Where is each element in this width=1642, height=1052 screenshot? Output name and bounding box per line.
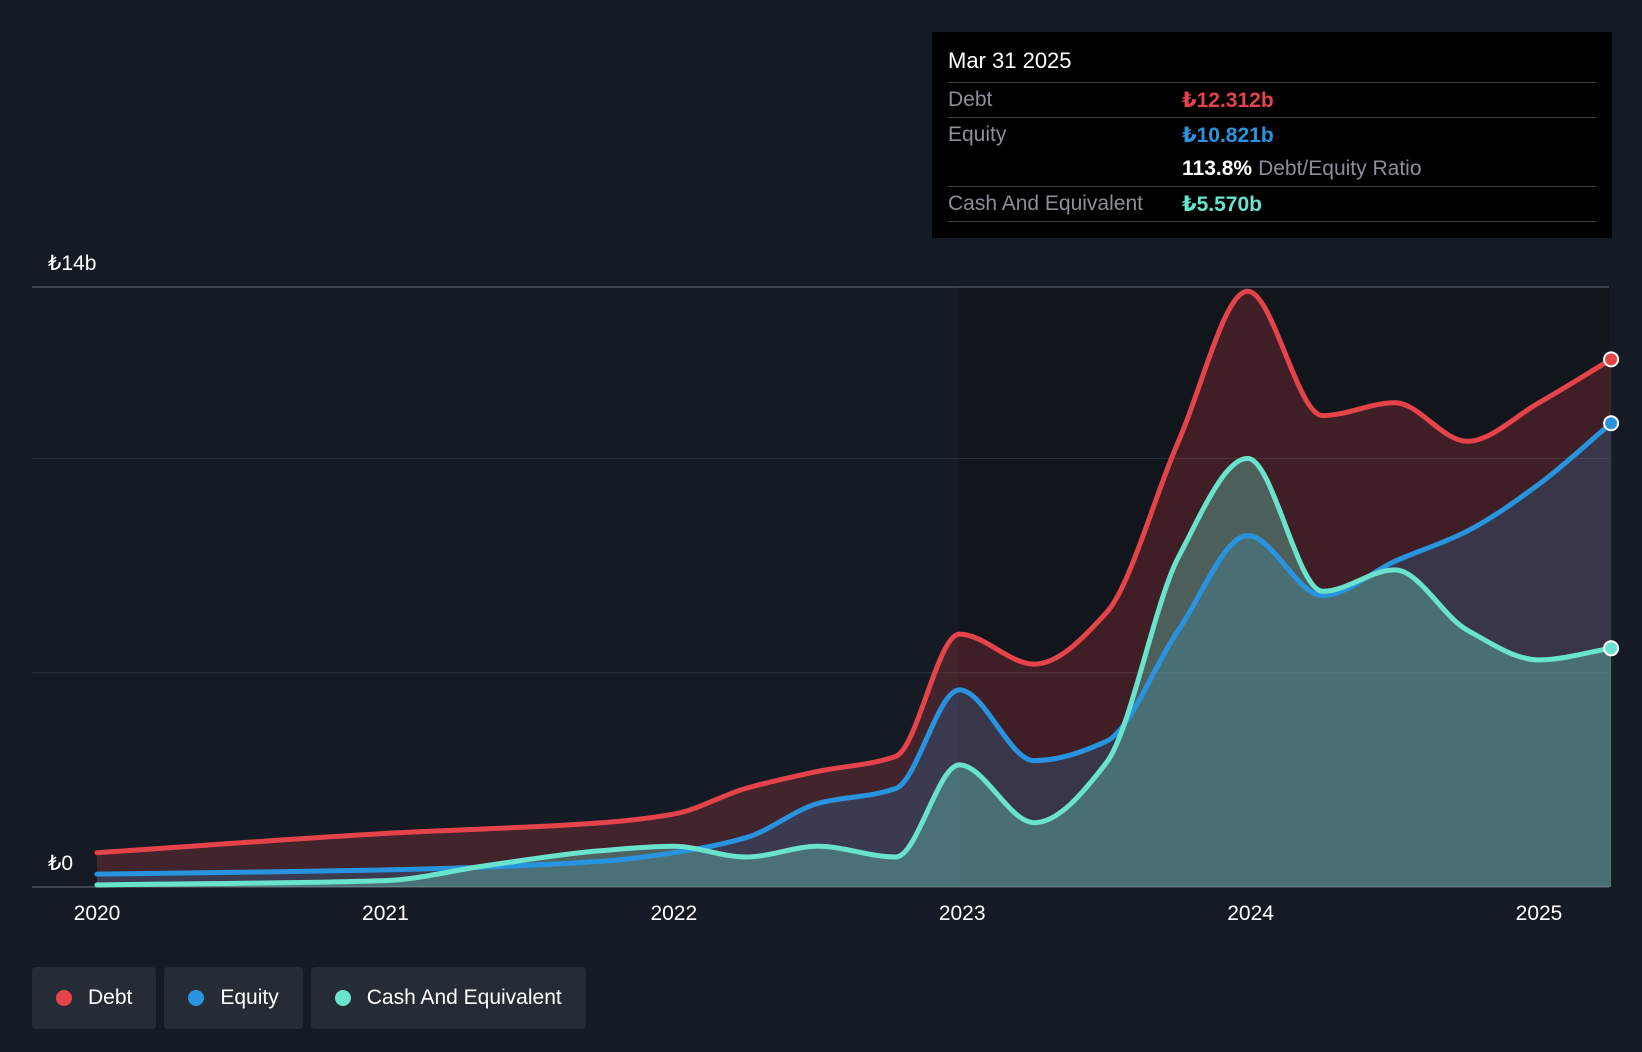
debt-line — [94, 288, 1614, 856]
equity-end-marker — [1603, 415, 1620, 432]
tooltip-row-debt: Debt ₺12.312b — [948, 82, 1596, 117]
y-tick-label-zero: ₺0 — [48, 852, 73, 875]
cash-line — [94, 455, 1614, 888]
legend: Debt Equity Cash And Equivalent — [32, 967, 586, 1029]
tooltip-row-equity: Equity ₺10.821b — [948, 117, 1596, 152]
tooltip-equity-label: Equity — [948, 123, 1007, 146]
x-tick-label-2021: 2021 — [362, 902, 409, 925]
legend-debt-label: Debt — [88, 986, 133, 1009]
cash-area — [97, 458, 1612, 887]
legend-equity-label: Equity — [220, 986, 279, 1009]
tooltip-cash-value: ₺5.570b — [1182, 192, 1262, 216]
highlight-region — [959, 287, 1609, 887]
x-tick-label-2024: 2024 — [1227, 902, 1274, 925]
tooltip-equity-value: ₺10.821b — [1182, 123, 1274, 147]
tooltip-row-ratio: 113.8% Debt/Equity Ratio — [948, 152, 1596, 186]
legend-item-cash[interactable]: Cash And Equivalent — [310, 967, 586, 1029]
x-tick-label-2025: 2025 — [1516, 902, 1563, 925]
tooltip-debt-label: Debt — [948, 88, 993, 111]
end-markers — [1603, 351, 1620, 657]
cash-end-marker — [1603, 640, 1620, 657]
debt-dot-icon — [56, 990, 72, 1006]
x-tick-label-2020: 2020 — [74, 902, 121, 925]
grid-lines — [32, 286, 1609, 888]
debt-end-marker — [1603, 351, 1620, 368]
y-tick-label-max: ₺14b — [48, 252, 96, 275]
legend-item-debt[interactable]: Debt — [32, 967, 157, 1029]
x-tick-label-2023: 2023 — [939, 902, 986, 925]
axis-labels: 2020 2021 2022 2023 2024 2025 ₺14b ₺0 — [48, 252, 1562, 925]
cash-dot-icon — [334, 990, 351, 1006]
equity-dot-icon — [188, 990, 205, 1006]
legend-item-equity[interactable]: Equity — [164, 967, 303, 1029]
tooltip-cash-label: Cash And Equivalent — [948, 192, 1143, 215]
tooltip-debt-value: ₺12.312b — [1182, 88, 1274, 112]
tooltip-ratio-value: 113.8% — [1182, 157, 1253, 180]
tooltip-date: Mar 31 2025 — [948, 48, 1072, 73]
tooltip-panel: Mar 31 2025 Debt ₺12.312b Equity ₺10.821… — [932, 32, 1612, 238]
equity-line — [94, 420, 1614, 877]
series-lines — [94, 288, 1614, 888]
tooltip-row-cash: Cash And Equivalent ₺5.570b — [948, 186, 1596, 222]
x-tick-label-2022: 2022 — [650, 902, 697, 925]
area-fills — [97, 291, 1612, 887]
debt-area — [97, 291, 1612, 887]
legend-cash-label: Cash And Equivalent — [366, 986, 562, 1009]
tooltip-ratio-label: Debt/Equity Ratio — [1258, 157, 1422, 180]
equity-area — [97, 423, 1612, 887]
